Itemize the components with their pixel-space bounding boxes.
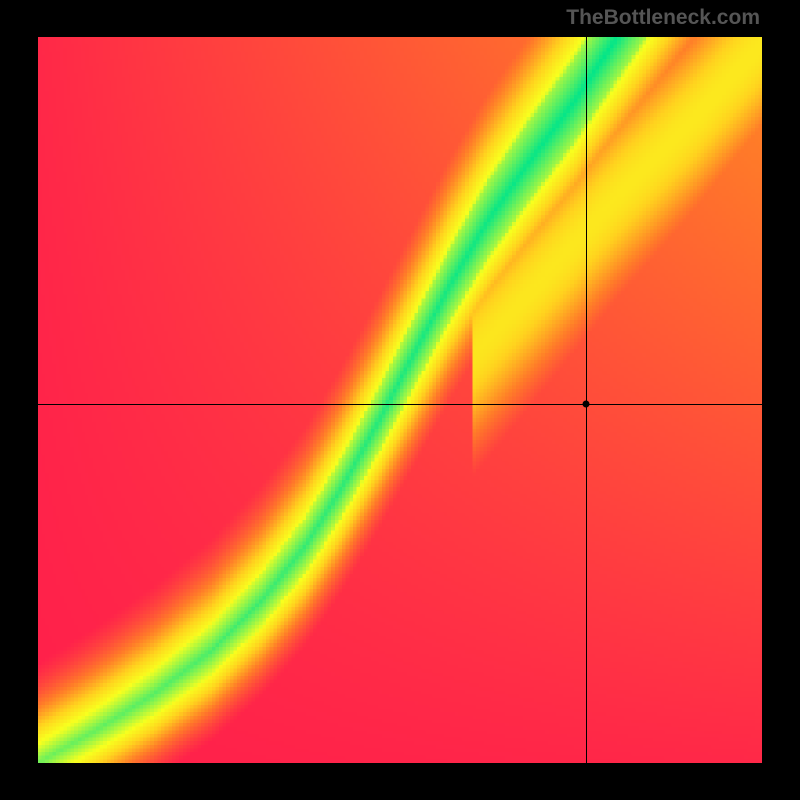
crosshair-horizontal (38, 404, 762, 405)
watermark-text: TheBottleneck.com (566, 6, 760, 30)
marker-point (583, 400, 590, 407)
heatmap-plot (38, 37, 762, 763)
chart-container: TheBottleneck.com (0, 0, 800, 800)
heatmap-canvas (38, 37, 762, 763)
